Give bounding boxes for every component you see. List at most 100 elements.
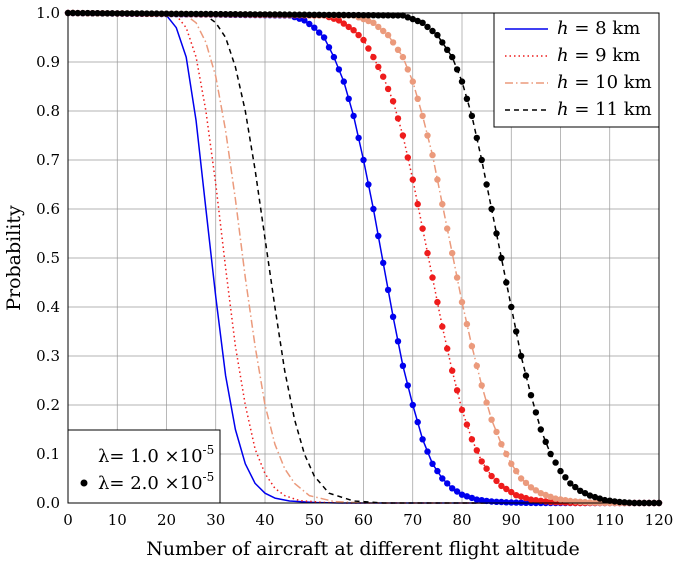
data-point	[365, 45, 372, 52]
data-point	[335, 66, 343, 73]
y-axis-label: Probability	[3, 205, 25, 311]
data-point	[483, 465, 490, 472]
data-point	[591, 493, 599, 501]
x-tick-label: 0	[63, 511, 73, 529]
data-point	[483, 181, 490, 188]
data-point	[158, 10, 165, 17]
data-point	[409, 401, 416, 409]
lambda-marker	[80, 479, 88, 487]
data-point	[453, 488, 461, 495]
x-tick-label: 60	[354, 511, 373, 529]
data-point	[404, 14, 411, 21]
data-point	[360, 36, 367, 44]
data-point	[409, 78, 416, 85]
data-point	[621, 499, 628, 506]
data-point	[488, 472, 495, 480]
data-point	[424, 448, 431, 455]
data-point	[419, 225, 426, 232]
data-point	[384, 31, 392, 39]
data-point	[384, 286, 392, 294]
data-point	[606, 497, 613, 504]
data-point	[552, 459, 559, 466]
x-tick-label: 40	[255, 511, 274, 529]
data-point	[498, 498, 505, 506]
data-point	[453, 274, 461, 281]
data-point	[453, 387, 461, 394]
data-point	[498, 482, 505, 490]
x-tick-label: 90	[502, 511, 521, 529]
lambda-legend: λ= 1.0 ×10-5 λ= 2.0 ×10-5	[67, 429, 221, 504]
data-point	[370, 205, 377, 213]
data-point	[527, 496, 535, 503]
data-point	[434, 176, 441, 183]
data-point	[601, 496, 608, 504]
data-point	[345, 95, 352, 103]
data-point	[493, 428, 500, 436]
data-point	[424, 23, 431, 31]
data-point	[325, 44, 333, 51]
data-point	[616, 498, 623, 506]
lambda-label: λ= 1.0 ×10-5	[98, 443, 214, 467]
data-point	[375, 12, 382, 19]
data-point	[202, 10, 210, 18]
data-point	[384, 12, 392, 19]
data-point	[532, 409, 540, 416]
data-point	[409, 176, 416, 183]
data-point	[439, 39, 446, 46]
data-point	[503, 499, 510, 506]
data-point	[444, 225, 451, 232]
data-point	[399, 53, 407, 61]
data-point	[478, 458, 485, 465]
data-point	[483, 497, 490, 505]
data-point	[163, 10, 170, 17]
data-point	[148, 10, 155, 17]
data-point	[197, 10, 205, 18]
data-point	[301, 17, 308, 24]
data-point	[581, 498, 589, 506]
data-point	[345, 11, 352, 19]
data-point	[547, 450, 554, 458]
data-point	[350, 11, 357, 19]
data-point	[187, 10, 195, 18]
data-point	[340, 78, 347, 85]
data-point	[380, 73, 387, 80]
data-point	[394, 12, 402, 19]
data-point	[389, 12, 397, 19]
data-point	[394, 115, 402, 122]
data-point	[370, 53, 377, 61]
legend-label: h = 11 km	[557, 99, 652, 120]
x-tick-label: 10	[108, 511, 127, 529]
data-point	[429, 27, 436, 35]
data-point	[503, 279, 510, 286]
data-point	[350, 27, 357, 34]
data-point	[399, 132, 407, 139]
data-point	[449, 249, 456, 257]
data-point	[458, 298, 466, 306]
data-point	[473, 362, 480, 369]
data-point	[478, 382, 485, 389]
data-point	[513, 492, 520, 499]
y-tick-label: 0.2	[36, 396, 60, 414]
data-point	[449, 53, 456, 61]
data-point	[375, 63, 382, 71]
data-point	[542, 438, 549, 445]
data-point	[424, 132, 431, 139]
data-point	[350, 112, 357, 120]
data-point	[542, 491, 549, 499]
data-point	[365, 181, 372, 188]
data-point	[567, 480, 574, 487]
data-point	[365, 17, 372, 25]
data-point	[577, 487, 584, 494]
grid-lines	[67, 12, 660, 504]
x-tick-label: 100	[546, 511, 575, 529]
data-point	[444, 480, 451, 487]
data-point	[522, 494, 530, 502]
data-point	[439, 475, 446, 482]
data-point	[537, 426, 544, 433]
y-tick-label: 0.3	[36, 347, 60, 365]
data-point	[178, 10, 185, 17]
data-point	[384, 85, 392, 93]
data-point	[458, 406, 466, 414]
data-point	[532, 497, 540, 504]
data-point	[375, 23, 382, 31]
